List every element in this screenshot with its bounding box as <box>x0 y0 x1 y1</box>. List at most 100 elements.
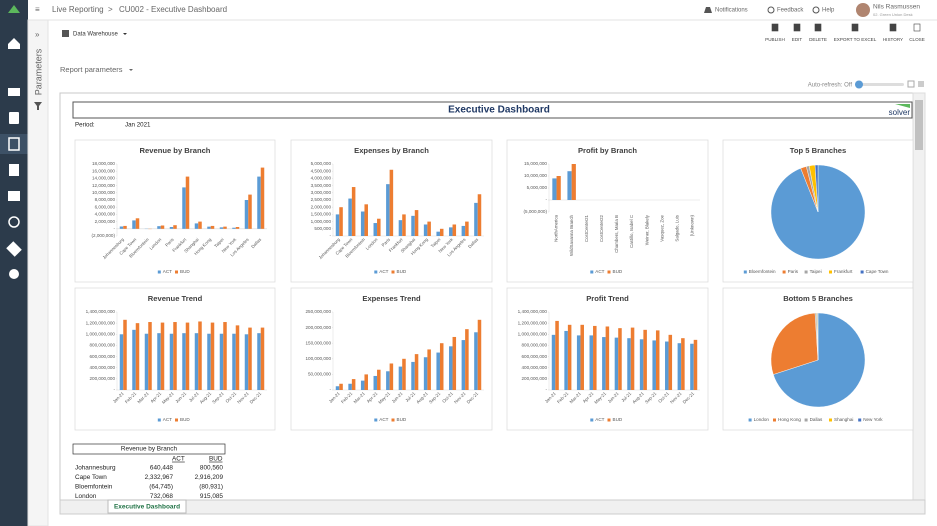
source-caret[interactable] <box>123 33 127 35</box>
sheet-tab-label[interactable]: Executive Dashboard <box>114 504 180 511</box>
bar <box>398 366 403 390</box>
bar <box>402 214 406 236</box>
bar <box>207 333 211 390</box>
notifications[interactable]: Notifications <box>715 8 748 14</box>
bar <box>414 210 419 236</box>
toolbar-icon[interactable] <box>889 23 897 32</box>
bar <box>452 336 457 390</box>
y-tick-label: 10,000,000 <box>92 190 115 195</box>
toolbar-label[interactable]: HISTORY <box>883 37 903 42</box>
user-name[interactable]: Nils Rasmussen <box>873 4 920 11</box>
cell: 915,085 <box>200 493 224 500</box>
y-tick-label: - <box>329 233 331 238</box>
bar <box>182 333 186 390</box>
y-tick-label: 2,500,000 <box>311 197 332 202</box>
y-tick-label: 1,400,000,000 <box>518 309 548 314</box>
toolbar-button[interactable]: CLOSE <box>909 23 925 42</box>
toolbar-button[interactable]: HISTORY <box>883 23 903 42</box>
toolbar-button[interactable]: DELETE <box>809 23 827 42</box>
y-tick-label: - <box>113 226 115 231</box>
toolbar-label[interactable]: DELETE <box>809 37 827 42</box>
menu-icon[interactable]: ≡ <box>35 5 40 14</box>
calculator-icon[interactable] <box>9 164 19 176</box>
toolbar-icon[interactable] <box>851 23 859 32</box>
legend-label: Paris <box>788 269 799 274</box>
auto-refresh-toggle[interactable] <box>855 80 863 89</box>
x-tick-label: Castillo, Isabel C <box>629 215 634 248</box>
toolbar-icon[interactable] <box>793 23 801 32</box>
cell: 2,916,209 <box>195 474 224 481</box>
y-tick-label: 12,000,000 <box>92 183 115 188</box>
report-parameters[interactable]: Report parameters <box>60 65 123 74</box>
bar <box>580 324 584 390</box>
source-select[interactable]: Data Warehouse <box>73 32 118 38</box>
toolbar-label[interactable]: CLOSE <box>909 37 925 42</box>
chart-border <box>74 139 276 283</box>
toolbar-icon[interactable] <box>913 23 921 32</box>
y-tick-label: 150,000,000 <box>305 340 331 345</box>
toolbar-icon[interactable] <box>814 23 822 32</box>
y-tick-label: 1,000,000,000 <box>518 332 548 337</box>
tools-icon[interactable] <box>6 241 22 257</box>
y-tick-label: 2,000,000 <box>95 219 116 224</box>
y-tick-label: 5,000,000 <box>527 185 548 190</box>
toolbar-button[interactable]: PUBLISH <box>765 23 785 42</box>
breadcrumb-root[interactable]: Live Reporting <box>52 5 104 14</box>
bar <box>235 325 240 390</box>
y-tick-label: 1,000,000 <box>311 219 332 224</box>
feedback[interactable]: Feedback <box>777 8 804 14</box>
legend-label: BUD <box>613 417 623 422</box>
bar <box>257 176 261 229</box>
bar <box>461 225 466 236</box>
popout-icon[interactable] <box>907 80 915 88</box>
bar <box>618 328 622 390</box>
scroll-thumb[interactable] <box>915 100 923 150</box>
table-title: Revenue by Branch <box>121 446 178 453</box>
settings-icon[interactable] <box>9 269 19 279</box>
bar <box>364 204 368 236</box>
chart-panel: Revenue by Branch (2,000,000) - 2,000,000 4,… <box>74 139 276 283</box>
auto-refresh-track[interactable] <box>856 83 904 86</box>
help[interactable]: Help <box>822 8 835 14</box>
expand-icon[interactable]: » <box>35 30 40 39</box>
parameters-label[interactable]: Parameters <box>33 48 43 95</box>
bar <box>169 227 174 229</box>
bar <box>377 218 381 236</box>
toolbar-label[interactable]: EDIT <box>792 37 803 42</box>
y-tick-label: 1,200,000,000 <box>518 320 548 325</box>
toolbar-label[interactable]: EXPORT TO EXCEL <box>834 37 877 42</box>
bar <box>551 334 556 390</box>
charts: Revenue by Branch (2,000,000) - 2,000,000 4,… <box>74 139 914 431</box>
chart-border <box>506 139 709 283</box>
toolbar-label[interactable]: PUBLISH <box>765 37 785 42</box>
avatar[interactable] <box>856 3 870 17</box>
x-tick-label: CostCenter21 <box>584 214 589 242</box>
toolbar-icon[interactable] <box>771 23 779 32</box>
bar <box>386 371 390 390</box>
bar <box>248 327 252 390</box>
tasks-icon[interactable] <box>9 112 19 124</box>
breadcrumb-separator: > <box>108 5 113 14</box>
column-header: BUD <box>209 456 223 463</box>
x-tick-label: Salgado, Luis <box>675 214 680 241</box>
users-icon[interactable] <box>8 191 20 201</box>
process-icon[interactable] <box>8 216 20 228</box>
toolbar-button[interactable]: EDIT <box>792 23 803 42</box>
bar <box>414 354 419 390</box>
logo-mark <box>895 104 910 108</box>
sheet-tab[interactable] <box>107 499 187 514</box>
legend-label: Cape Town <box>866 269 889 274</box>
cell: 732,068 <box>150 493 174 500</box>
scrollbar[interactable] <box>912 92 926 501</box>
legend-label: BUD <box>397 417 407 422</box>
bar <box>210 225 215 229</box>
print-icon[interactable] <box>918 81 924 87</box>
bar <box>235 227 240 229</box>
home-icon[interactable] <box>8 38 20 49</box>
toolbar-button[interactable]: EXPORT TO EXCEL <box>834 23 877 42</box>
report-parameters-caret[interactable] <box>129 69 133 71</box>
legend-label: BUD <box>180 269 190 274</box>
reports-icon[interactable] <box>8 88 20 96</box>
filter-icon[interactable] <box>34 102 42 110</box>
forms-icon[interactable] <box>8 137 20 151</box>
